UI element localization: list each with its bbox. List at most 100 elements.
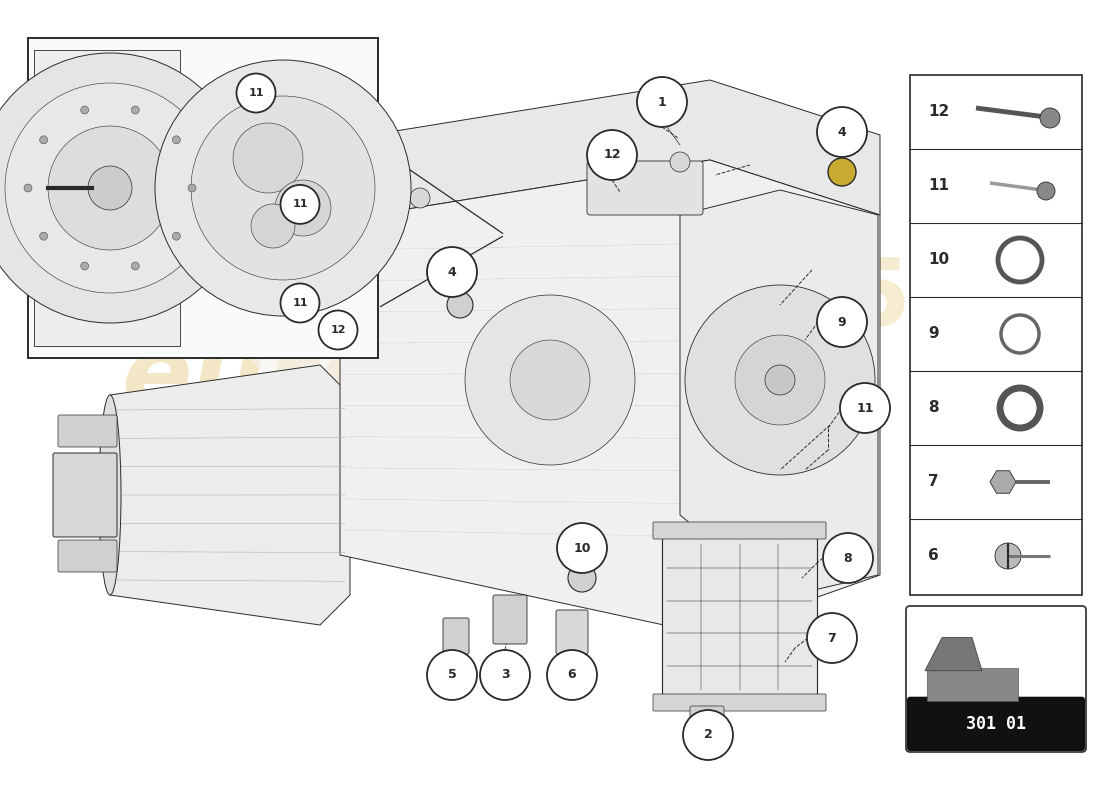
Circle shape [828, 158, 856, 186]
Circle shape [427, 247, 477, 297]
Circle shape [1037, 182, 1055, 200]
FancyBboxPatch shape [493, 595, 527, 644]
FancyBboxPatch shape [587, 161, 703, 215]
FancyBboxPatch shape [53, 453, 117, 537]
Text: 12: 12 [928, 105, 949, 119]
FancyBboxPatch shape [556, 610, 588, 654]
Text: 5: 5 [448, 669, 456, 682]
Circle shape [280, 283, 319, 322]
Circle shape [685, 285, 874, 475]
Circle shape [280, 185, 319, 224]
Text: eurospares: eurospares [121, 330, 779, 430]
Circle shape [319, 310, 358, 350]
Circle shape [587, 130, 637, 180]
Circle shape [670, 152, 690, 172]
Polygon shape [110, 365, 350, 625]
FancyBboxPatch shape [910, 75, 1082, 595]
Ellipse shape [99, 395, 121, 595]
Circle shape [996, 543, 1021, 569]
Text: 10: 10 [573, 542, 591, 554]
Circle shape [251, 204, 295, 248]
Circle shape [6, 83, 214, 293]
FancyBboxPatch shape [906, 606, 1086, 752]
Circle shape [683, 710, 733, 760]
Text: 11: 11 [249, 88, 264, 98]
Circle shape [817, 107, 867, 157]
Circle shape [1040, 108, 1060, 128]
Circle shape [173, 232, 180, 240]
Text: 11: 11 [293, 298, 308, 308]
Circle shape [236, 74, 275, 113]
Text: 9: 9 [838, 315, 846, 329]
Text: 10: 10 [928, 253, 949, 267]
Circle shape [637, 77, 688, 127]
Text: 8: 8 [928, 401, 938, 415]
Polygon shape [662, 536, 817, 698]
Circle shape [547, 650, 597, 700]
Polygon shape [990, 470, 1016, 494]
FancyBboxPatch shape [58, 540, 117, 572]
Polygon shape [925, 638, 982, 670]
Text: 12: 12 [330, 325, 345, 335]
FancyBboxPatch shape [28, 38, 378, 358]
Circle shape [24, 184, 32, 192]
Circle shape [557, 523, 607, 573]
Circle shape [80, 106, 89, 114]
Text: 9: 9 [928, 326, 938, 342]
Circle shape [191, 96, 375, 280]
Circle shape [88, 166, 132, 210]
Circle shape [80, 262, 89, 270]
Circle shape [840, 383, 890, 433]
Text: 6: 6 [928, 549, 938, 563]
Circle shape [465, 295, 635, 465]
Text: 6: 6 [568, 669, 576, 682]
Text: 4: 4 [448, 266, 456, 278]
Circle shape [131, 106, 140, 114]
Polygon shape [680, 190, 878, 598]
Polygon shape [34, 50, 180, 346]
Circle shape [1009, 397, 1031, 419]
Text: 8: 8 [844, 551, 852, 565]
Text: 301 01: 301 01 [966, 715, 1026, 733]
Circle shape [735, 335, 825, 425]
Text: 7: 7 [928, 474, 938, 490]
Text: 1985: 1985 [649, 254, 912, 346]
Circle shape [48, 126, 172, 250]
Circle shape [764, 365, 795, 395]
Circle shape [823, 533, 873, 583]
Circle shape [568, 564, 596, 592]
Circle shape [233, 123, 302, 193]
FancyBboxPatch shape [653, 694, 826, 711]
Circle shape [427, 650, 477, 700]
Text: a passion since 1985: a passion since 1985 [274, 456, 566, 484]
Text: 11: 11 [293, 199, 308, 210]
Circle shape [131, 262, 140, 270]
Circle shape [40, 232, 47, 240]
Text: 7: 7 [827, 631, 836, 645]
Text: 3: 3 [500, 669, 509, 682]
Circle shape [155, 60, 411, 316]
FancyBboxPatch shape [908, 697, 1085, 751]
Polygon shape [340, 80, 880, 220]
Circle shape [40, 136, 47, 144]
Text: 4: 4 [837, 126, 846, 138]
FancyBboxPatch shape [653, 522, 826, 539]
Polygon shape [340, 160, 880, 635]
Circle shape [480, 650, 530, 700]
FancyBboxPatch shape [443, 618, 469, 654]
Circle shape [447, 292, 473, 318]
FancyBboxPatch shape [927, 668, 1019, 701]
Text: 12: 12 [603, 149, 620, 162]
Circle shape [188, 184, 196, 192]
Circle shape [510, 340, 590, 420]
Circle shape [0, 53, 245, 323]
FancyBboxPatch shape [690, 706, 724, 738]
Polygon shape [200, 106, 658, 502]
Circle shape [410, 188, 430, 208]
FancyBboxPatch shape [58, 415, 117, 447]
Text: 1: 1 [658, 95, 667, 109]
Circle shape [807, 613, 857, 663]
Text: 2: 2 [704, 729, 713, 742]
Circle shape [173, 136, 180, 144]
Text: 11: 11 [856, 402, 873, 414]
